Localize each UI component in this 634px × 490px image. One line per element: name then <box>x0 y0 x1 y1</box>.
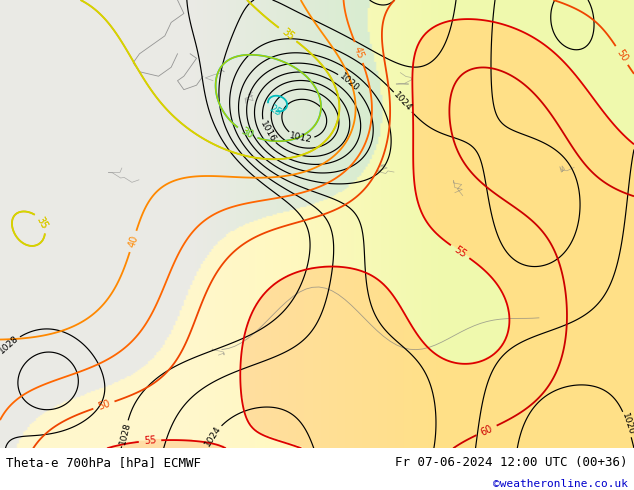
Text: 1020: 1020 <box>619 412 634 437</box>
Text: Fr 07-06-2024 12:00 UTC (00+36): Fr 07-06-2024 12:00 UTC (00+36) <box>395 456 628 469</box>
Text: Theta-e 700hPa [hPa] ECMWF: Theta-e 700hPa [hPa] ECMWF <box>6 456 202 469</box>
Text: 50: 50 <box>96 398 112 412</box>
Text: 1020: 1020 <box>337 72 361 93</box>
Text: 1024: 1024 <box>392 91 414 113</box>
Text: 35: 35 <box>280 27 295 42</box>
Text: 30: 30 <box>240 126 255 141</box>
Text: 25: 25 <box>268 103 283 119</box>
Text: 30: 30 <box>240 126 255 141</box>
Text: 1024: 1024 <box>204 424 223 448</box>
Text: 1028: 1028 <box>118 421 132 445</box>
Text: 40: 40 <box>126 234 139 249</box>
Text: 35: 35 <box>280 27 295 42</box>
Text: 55: 55 <box>143 436 157 446</box>
Text: 1012: 1012 <box>289 131 313 145</box>
Text: 35: 35 <box>35 215 50 231</box>
Text: 1016: 1016 <box>258 120 277 144</box>
Text: 60: 60 <box>479 423 495 438</box>
Text: 45: 45 <box>352 45 366 60</box>
Text: ©weatheronline.co.uk: ©weatheronline.co.uk <box>493 479 628 489</box>
Text: 50: 50 <box>614 48 630 63</box>
Text: 35: 35 <box>35 215 50 231</box>
Text: 55: 55 <box>452 244 468 259</box>
Text: 1028: 1028 <box>0 334 21 356</box>
